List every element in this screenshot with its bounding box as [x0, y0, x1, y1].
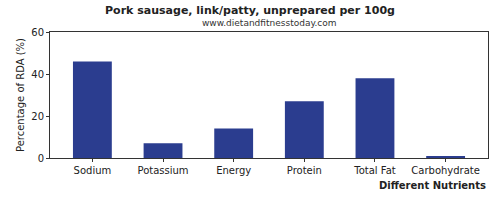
svg-text:Pork sausage, link/patty, unpr: Pork sausage, link/patty, unprepared per…: [105, 4, 395, 17]
svg-text:Protein: Protein: [287, 165, 322, 176]
svg-text:Energy: Energy: [216, 165, 251, 176]
svg-text:20: 20: [31, 111, 44, 122]
svg-text:0: 0: [38, 153, 44, 164]
svg-text:Carbohydrate: Carbohydrate: [411, 165, 480, 176]
svg-text:Sodium: Sodium: [74, 165, 112, 176]
svg-text:40: 40: [31, 69, 44, 80]
svg-text:Total Fat: Total Fat: [353, 165, 395, 176]
svg-text:Different Nutrients: Different Nutrients: [379, 180, 486, 191]
svg-text:www.dietandfitnesstoday.com: www.dietandfitnesstoday.com: [202, 18, 337, 28]
svg-text:60: 60: [31, 27, 44, 38]
svg-text:Percentage of RDA (%): Percentage of RDA (%): [15, 38, 26, 152]
svg-text:Potassium: Potassium: [137, 165, 188, 176]
